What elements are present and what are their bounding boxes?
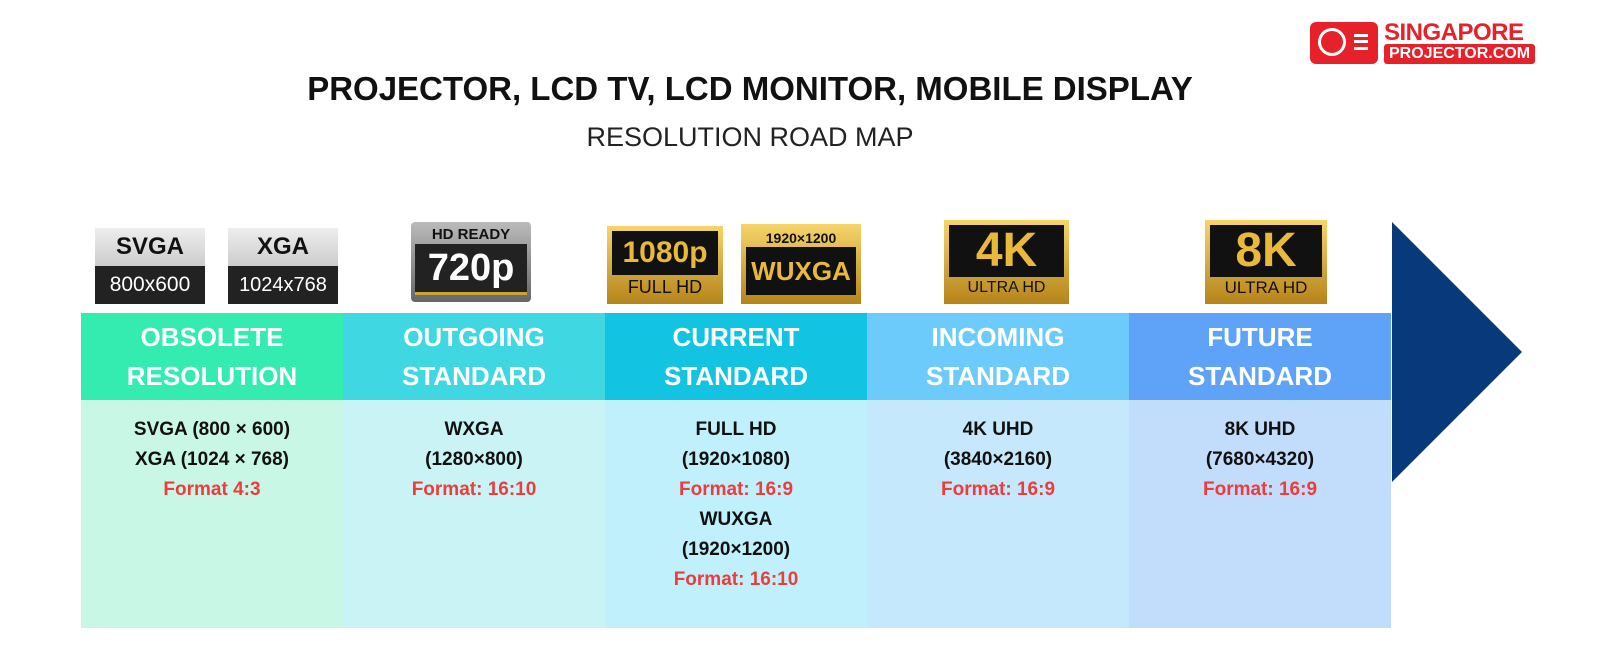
column-outgoing: OUTGOING STANDARD WXGA (1280×800) Format: 16…: [343, 313, 605, 628]
column-obsolete: OBSOLETE RESOLUTION SVGA (800 × 600) XGA (1…: [81, 313, 343, 628]
column-body: FULL HD (1920×1080) Format: 16:9 WUXGA (1920…: [605, 400, 867, 628]
badge-bottom: ULTRA HD: [967, 279, 1046, 296]
badge-bottom: WUXGA: [746, 247, 856, 295]
header-line: STANDARD: [926, 360, 1070, 391]
header-line: INCOMING: [931, 321, 1065, 352]
column-incoming: INCOMING STANDARD 4K UHD (3840×2160) Format:…: [867, 313, 1129, 628]
projector-icon: [1310, 22, 1378, 64]
resolution-label: WXGA: [444, 419, 504, 440]
column-body: 8K UHD (7680×4320) Format: 16:9: [1129, 400, 1391, 628]
logo: SINGAPORE PROJECTOR.COM: [1310, 19, 1536, 64]
resolution-label: 4K UHD: [962, 419, 1034, 440]
roadmap-arrow: [1392, 222, 1522, 482]
header-line: CURRENT: [672, 321, 800, 352]
logo-line2: PROJECTOR.COM: [1384, 44, 1536, 64]
badge-top: 4K: [949, 225, 1064, 277]
format-label: Format: 16:10: [673, 569, 799, 590]
format-label: Format 4:3: [163, 479, 261, 500]
resolution-label: (1280×800): [425, 449, 523, 470]
badge-bottom: 720p: [415, 244, 527, 295]
logo-line1: SINGAPORE: [1384, 19, 1524, 46]
column-future: FUTURE STANDARD 8K UHD (7680×4320) Format: 1…: [1129, 313, 1391, 628]
page-subtitle: RESOLUTION ROAD MAP: [586, 122, 914, 152]
xga-badge: XGA 1024x768: [228, 228, 338, 304]
8k-ultra-hd-badge: 8K ULTRA HD: [1205, 220, 1327, 304]
column-current: CURRENT STANDARD FULL HD (1920×1080) Format:…: [605, 313, 867, 628]
badge-bottom: 1024x768: [228, 266, 338, 304]
format-label: Format: 16:9: [940, 479, 1056, 500]
badge-top: SVGA: [95, 228, 205, 266]
resolution-label: (1920×1080): [681, 449, 791, 470]
full-hd-1080p-badge: 1080p FULL HD: [607, 226, 723, 304]
hd-ready-720p-badge: HD READY 720p: [411, 222, 531, 302]
column-header: CURRENT STANDARD: [605, 313, 867, 400]
resolution-label: (7680×4320): [1205, 449, 1315, 470]
column-header: FUTURE STANDARD: [1129, 313, 1391, 400]
resolution-label: WUXGA: [699, 509, 773, 530]
badge-top: XGA: [228, 228, 338, 266]
svga-badge: SVGA 800x600: [95, 228, 205, 304]
resolution-label: XGA (1024 × 768): [134, 449, 290, 470]
badge-top: 8K: [1210, 225, 1322, 277]
header-line: FUTURE: [1207, 321, 1313, 352]
wuxga-badge: 1920×1200 WUXGA: [741, 224, 861, 304]
header-line: RESOLUTION: [126, 360, 298, 391]
header-line: STANDARD: [664, 360, 808, 391]
badge-bottom: ULTRA HD: [1224, 278, 1308, 297]
resolution-label: SVGA (800 × 600): [133, 419, 291, 440]
badge-top: 1920×1200: [765, 230, 837, 246]
badge-top: HD READY: [431, 226, 511, 243]
4k-ultra-hd-badge: 4K ULTRA HD: [944, 220, 1069, 304]
resolution-label: FULL HD: [695, 419, 777, 440]
column-body: SVGA (800 × 600) XGA (1024 × 768) Format 4…: [81, 400, 343, 628]
page-title: PROJECTOR, LCD TV, LCD MONITOR, MOBILE D…: [307, 70, 1193, 107]
format-label: Format: 16:10: [411, 479, 537, 500]
column-header: OUTGOING STANDARD: [343, 313, 605, 400]
resolution-label: (3840×2160): [943, 449, 1053, 470]
format-label: Format: 16:9: [678, 479, 794, 500]
header-line: STANDARD: [1188, 360, 1332, 391]
header-line: OBSOLETE: [140, 321, 284, 352]
resolution-label: 8K UHD: [1224, 419, 1296, 440]
column-body: WXGA (1280×800) Format: 16:10: [343, 400, 605, 628]
column-header: OBSOLETE RESOLUTION: [81, 313, 343, 400]
header-line: OUTGOING: [403, 321, 545, 352]
column-body: 4K UHD (3840×2160) Format: 16:9: [867, 400, 1129, 628]
header-line: STANDARD: [402, 360, 546, 391]
badge-bottom: 800x600: [95, 266, 205, 304]
resolution-label: (1920×1200): [681, 539, 791, 560]
badge-top: 1080p: [612, 231, 718, 275]
format-label: Format: 16:9: [1202, 479, 1318, 500]
badge-bottom: FULL HD: [627, 277, 703, 297]
column-header: INCOMING STANDARD: [867, 313, 1129, 400]
